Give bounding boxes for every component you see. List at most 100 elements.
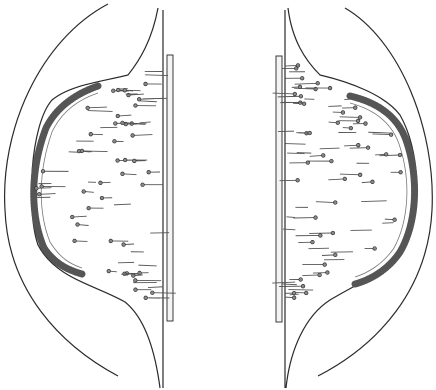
- particle-dot: [372, 246, 377, 251]
- particle-dot: [342, 176, 347, 182]
- particle-streak: [122, 173, 137, 176]
- particle-dot: [72, 238, 77, 244]
- particle-dot: [121, 242, 126, 247]
- particle-dot: [113, 121, 118, 126]
- particle-streak: [344, 98, 354, 101]
- particle-streak: [294, 82, 318, 85]
- particle-dot: [99, 195, 105, 201]
- particle-dot: [295, 178, 300, 183]
- particle-dot: [398, 170, 403, 175]
- particle-dot: [70, 214, 75, 220]
- particle-streak: [132, 134, 153, 136]
- particle-dot: [81, 189, 86, 194]
- particle-dot: [111, 88, 116, 93]
- particle-dot: [370, 179, 375, 184]
- particle-streak: [117, 114, 132, 117]
- particle-dot: [120, 120, 125, 126]
- particle-dot: [355, 118, 361, 124]
- particle-dot: [132, 158, 137, 164]
- particle-dot: [310, 240, 315, 245]
- particle-dot: [333, 200, 338, 205]
- particle-dot: [335, 120, 340, 125]
- particle-dot: [133, 103, 138, 108]
- particle-dot: [298, 277, 303, 282]
- particle-dot: [85, 105, 90, 111]
- particle-dot: [146, 170, 151, 175]
- particle-streak: [289, 293, 299, 296]
- particle-dot: [37, 192, 42, 197]
- left-particle-field: [34, 71, 176, 300]
- particle-dot: [115, 158, 120, 163]
- particle-dot: [98, 180, 103, 185]
- particle-dot: [321, 153, 326, 158]
- particle-streak: [113, 203, 131, 206]
- particle-streak: [121, 273, 134, 275]
- particle-dot: [348, 125, 354, 131]
- particle-dot: [133, 287, 138, 292]
- left-outer-envelope: [3, 3, 119, 377]
- particle-dot: [318, 233, 323, 238]
- particle-streak: [308, 247, 330, 250]
- particle-dot: [34, 186, 39, 191]
- particle-streak: [328, 178, 345, 181]
- particle-dot: [108, 238, 113, 244]
- particle-dot: [325, 270, 330, 275]
- particle-dot: [327, 85, 333, 91]
- particle-dot: [358, 172, 363, 177]
- left-rim-edge: [40, 92, 99, 269]
- particle-streak: [328, 105, 342, 107]
- particle-dot: [388, 132, 394, 137]
- particle-streak: [285, 143, 306, 145]
- particle-dot: [150, 290, 155, 295]
- particle-dot: [333, 252, 338, 258]
- particle-dot: [301, 101, 307, 106]
- particle-streak: [349, 147, 369, 149]
- particle-dot: [305, 160, 310, 165]
- right-panel: [272, 7, 433, 389]
- particle-streak: [288, 289, 314, 291]
- particle-streak: [87, 106, 107, 109]
- particle-dot: [384, 152, 389, 157]
- particle-streak: [379, 154, 400, 157]
- particle-streak: [286, 216, 295, 218]
- particle-dot: [298, 94, 304, 99]
- particle-dot: [297, 84, 303, 90]
- particle-streak: [287, 152, 305, 155]
- particle-streak: [339, 173, 361, 176]
- particle-streak: [272, 92, 295, 95]
- particle-streak: [361, 200, 387, 203]
- particle-dot: [140, 182, 145, 187]
- particle-dot: [315, 81, 320, 86]
- particle-dot: [123, 157, 128, 163]
- particle-streak: [293, 87, 316, 90]
- particle-dot: [295, 63, 301, 68]
- right-vertical-plate: [275, 55, 283, 323]
- right-particle-field: [272, 63, 403, 300]
- particle-dot: [112, 139, 117, 144]
- right-rim-edge: [349, 102, 408, 278]
- particle-streak: [321, 254, 336, 256]
- particle-streak: [282, 228, 296, 231]
- particle-dot: [143, 81, 148, 87]
- particle-streak: [315, 201, 336, 203]
- particle-streak: [122, 122, 147, 125]
- particle-streak: [139, 121, 151, 124]
- particle-streak: [139, 97, 163, 100]
- particle-dot: [122, 88, 127, 93]
- particle-dot: [133, 278, 138, 283]
- left-vertical-plate: [166, 54, 174, 322]
- particle-streak: [282, 283, 297, 286]
- particle-dot: [365, 145, 371, 150]
- particle-dot: [40, 169, 46, 174]
- particle-dot: [329, 158, 334, 164]
- particle-dot: [86, 205, 91, 211]
- particle-streak: [284, 64, 299, 67]
- particle-dot: [106, 268, 111, 274]
- particle-dot: [300, 76, 305, 81]
- particle-dot: [363, 121, 368, 126]
- particle-streak: [138, 100, 157, 103]
- particle-streak: [272, 281, 296, 284]
- left-inner-curve: [30, 7, 161, 389]
- particle-streak: [309, 154, 324, 157]
